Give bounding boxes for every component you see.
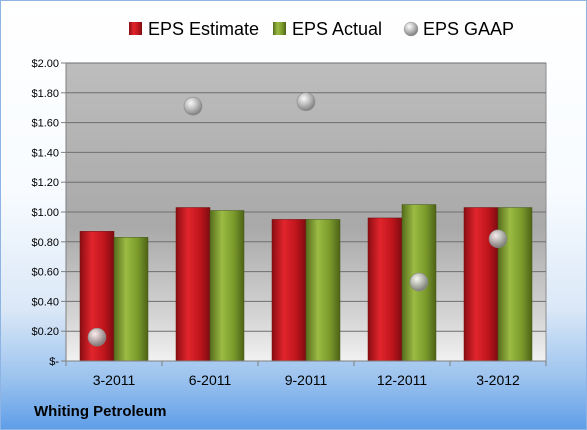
x-tick-label: 3-2012 [476,372,520,388]
eps-actual-bar [113,237,149,362]
x-tick-label: 9-2011 [285,372,328,388]
eps-estimate-bar [463,207,499,362]
legend-eps-actual-label: EPS Actual [292,19,382,39]
company-label: Whiting Petroleum [34,403,167,420]
y-tick-label: $2.00 [31,58,59,70]
y-tick-label: $1.40 [31,147,59,159]
eps-gaap-point [183,96,203,116]
eps-gaap-point [409,272,429,292]
eps-gaap-point [87,327,107,347]
y-tick-label: $- [49,356,59,368]
eps-estimate-bar [367,217,403,362]
eps-estimate-bar [271,219,307,362]
y-tick-label: $0.80 [31,237,59,249]
eps-actual-bar [209,210,245,362]
x-tick-label: 3-2011 [93,372,136,388]
y-tick-label: $0.60 [31,267,59,279]
legend-eps-actual-marker [273,22,286,35]
eps-actual-bar [305,219,341,362]
x-tick-label: 6-2011 [189,372,232,388]
eps-gaap-point [296,92,316,112]
eps-gaap-point [488,229,508,249]
legend-eps-estimate-label: EPS Estimate [148,19,259,39]
legend-eps-gaap-marker [403,21,419,37]
legend-eps-estimate-marker [129,22,142,35]
eps-actual-bar [497,207,533,362]
y-tick-label: $1.20 [31,177,59,189]
legend-eps-gaap-label: EPS GAAP [423,19,514,39]
x-tick-label: 12-2011 [377,372,428,388]
y-tick-label: $1.00 [31,207,59,219]
y-tick-label: $0.20 [31,326,59,338]
eps-estimate-bar [175,207,211,362]
y-tick-label: $0.40 [31,296,59,308]
y-tick-label: $1.60 [31,118,59,130]
y-tick-label: $1.80 [31,88,59,100]
